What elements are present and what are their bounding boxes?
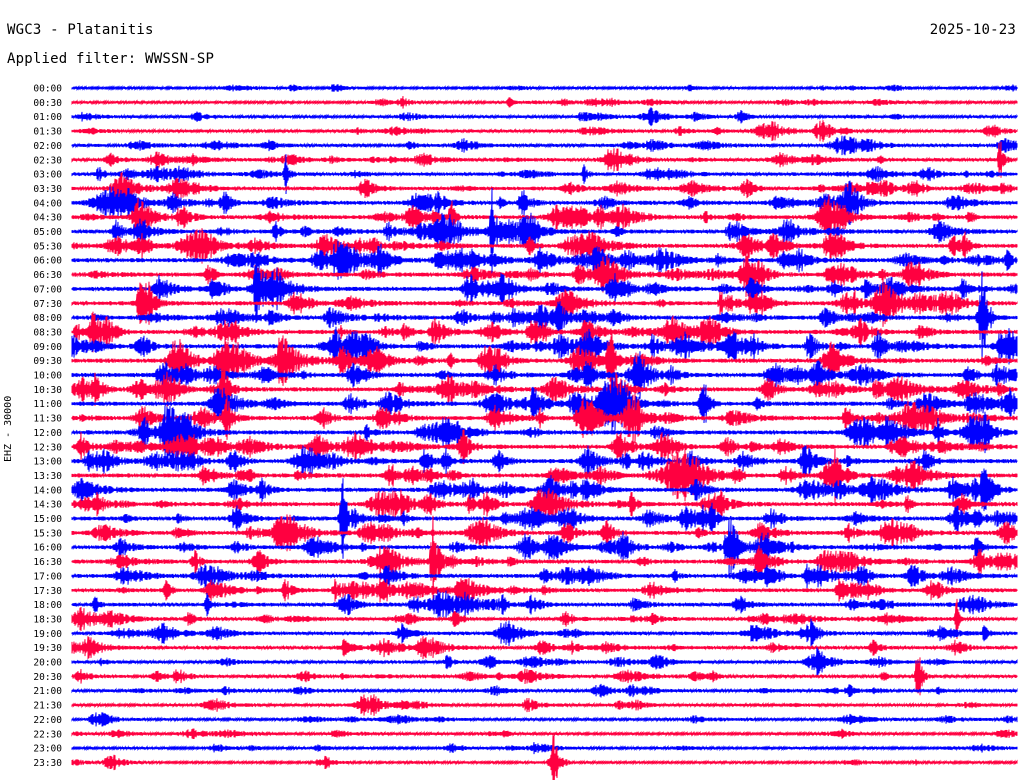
row-label: 21:00	[33, 686, 62, 697]
row-label: 08:30	[33, 327, 62, 338]
trace-row	[71, 445, 1018, 477]
trace-row	[71, 478, 1018, 559]
row-label: 10:30	[33, 385, 62, 396]
channel-label: EHZ - 30000	[3, 395, 14, 462]
row-label: 09:30	[33, 356, 62, 367]
row-label: 12:00	[33, 428, 62, 439]
row-label: 10:00	[33, 371, 62, 382]
row-label: 09:00	[33, 342, 62, 353]
row-label: 19:00	[33, 629, 62, 640]
row-label: 11:30	[33, 414, 62, 425]
row-label: 02:30	[33, 155, 62, 166]
row-label: 11:00	[33, 399, 62, 410]
row-label: 07:00	[33, 284, 62, 295]
row-label: 16:30	[33, 557, 62, 568]
trace-row	[71, 468, 1018, 512]
row-label: 18:30	[33, 614, 62, 625]
trace-row	[71, 589, 1018, 620]
row-label: 03:00	[33, 170, 62, 181]
row-label: 13:30	[33, 471, 62, 482]
filter-label: Applied filter: WWSSN-SP	[7, 51, 215, 67]
row-label: 00:30	[33, 98, 62, 109]
row-label: 01:00	[33, 112, 62, 123]
row-label: 06:00	[33, 256, 62, 267]
row-label: 17:00	[33, 571, 62, 582]
trace-row	[71, 252, 1018, 297]
row-label: 04:00	[33, 198, 62, 209]
row-label: 23:30	[33, 758, 62, 769]
row-label: 08:00	[33, 313, 62, 324]
row-label: 14:00	[33, 485, 62, 496]
row-label: 01:30	[33, 127, 62, 138]
row-label: 03:30	[33, 184, 62, 195]
row-label: 06:30	[33, 270, 62, 281]
row-label: 05:00	[33, 227, 62, 238]
row-label: 17:30	[33, 586, 62, 597]
trace-row	[71, 311, 1018, 353]
row-label: 02:00	[33, 141, 62, 152]
row-label: 14:30	[33, 500, 62, 511]
row-label: 22:00	[33, 715, 62, 726]
row-label: 23:00	[33, 744, 62, 755]
row-label: 16:00	[33, 543, 62, 554]
station-title: WGC3 - Platanitis	[7, 22, 154, 38]
row-label: 07:30	[33, 299, 62, 310]
trace-row	[71, 180, 1018, 226]
trace-row	[71, 732, 1018, 780]
row-label: 18:00	[33, 600, 62, 611]
row-label: 15:00	[33, 514, 62, 525]
trace-row	[71, 518, 1018, 577]
row-label: 19:30	[33, 643, 62, 654]
row-label: 05:30	[33, 241, 62, 252]
trace-row	[71, 333, 1018, 388]
row-label: 12:30	[33, 442, 62, 453]
row-label: 15:30	[33, 528, 62, 539]
row-label: 13:00	[33, 457, 62, 468]
row-label: 00:00	[33, 84, 62, 95]
trace-row	[71, 271, 1018, 364]
trace-row	[71, 488, 1018, 521]
row-label: 20:30	[33, 672, 62, 683]
trace-row	[71, 563, 1018, 589]
date-label: 2025-10-23	[929, 22, 1016, 38]
row-label: 20:00	[33, 658, 62, 669]
trace-row	[71, 358, 1018, 420]
row-label: 21:30	[33, 701, 62, 712]
row-label: 04:30	[33, 213, 62, 224]
trace-row	[71, 578, 1018, 603]
row-label: 22:30	[33, 729, 62, 740]
